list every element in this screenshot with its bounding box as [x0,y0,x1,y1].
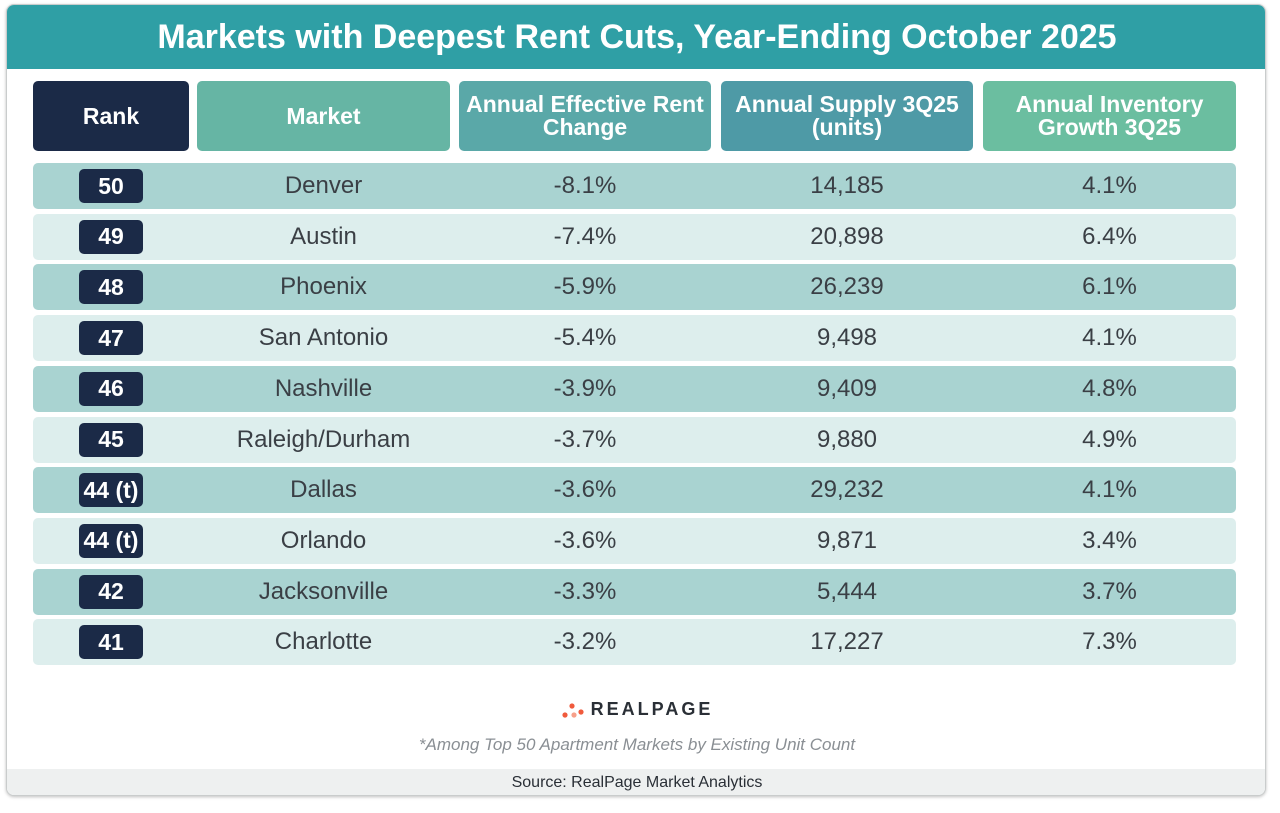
rank-badge: 44 (t) [79,473,143,508]
inventory-growth: 3.4% [1082,526,1137,554]
table-row [33,315,1236,362]
market: Nashville [274,374,373,402]
table-row [33,517,1236,564]
rank-badge: 41 [79,625,143,660]
rent-change: -3.3% [553,577,617,605]
inventory-growth: 6.1% [1082,273,1137,301]
rent-change: -3.2% [553,628,617,656]
supply: 26,239 [810,273,884,301]
market: Orlando [280,526,367,554]
inventory-growth: 4.1% [1082,476,1137,504]
footnote: *Among Top 50 Apartment Markets by Exist… [418,735,856,754]
inventory-growth: 4.1% [1082,172,1137,199]
supply: 9,498 [816,324,878,352]
rent-change-header: Annual Effective Rent Change [459,81,711,151]
growth-header: Annual Inventory Growth 3Q25 [983,81,1236,151]
supply: 9,871 [816,526,878,554]
table-row [33,619,1236,666]
supply-header: Annual Supply 3Q25 (units) [721,81,973,151]
inventory-growth: 3.7% [1082,577,1137,605]
rent-change: -3.6% [553,476,617,504]
market: Denver [284,172,363,199]
supply: 29,232 [810,476,884,504]
table-row [33,365,1236,412]
logo: REALPAGE [7,697,1265,721]
market: Charlotte [274,628,373,656]
source: Source: RealPage Market Analytics [7,769,1265,795]
card: Markets with Deepest Rent Cuts, Year-End… [6,4,1266,796]
inventory-growth: 7.3% [1082,628,1137,656]
market: Dallas [290,476,357,504]
market: San Antonio [258,324,389,352]
rent-change: -3.7% [553,425,617,453]
market: Jacksonville [258,577,389,605]
rank-badge: 47 [79,321,143,356]
rank-badge: 48 [79,270,143,305]
market: Phoenix [280,273,367,301]
rent-change: -7.4% [553,222,617,250]
rank-badge: 44 (t) [79,523,143,558]
inventory-growth: 6.4% [1082,222,1137,250]
logo-icon [562,703,584,718]
rent-change: -5.9% [553,273,617,301]
inventory-growth: 4.9% [1082,425,1137,453]
rank-badge: 50 [79,169,143,203]
supply: 14,185 [810,172,884,199]
market: Raleigh/Durham [236,425,411,453]
table-row [33,163,1236,209]
table-row [33,467,1236,514]
supply: 20,898 [810,222,884,250]
rent-change: -5.4% [553,324,617,352]
table-row [33,568,1236,615]
table-row [33,416,1236,463]
rank-badge: 45 [79,422,143,457]
inventory-growth: 4.8% [1082,374,1137,402]
inventory-growth: 4.1% [1082,324,1137,352]
rank-badge: 46 [79,371,143,406]
rank-badge: 49 [79,219,143,254]
supply: 17,227 [810,628,884,656]
rank-badge: 42 [79,574,143,609]
market-header: Market [197,81,450,151]
rent-change: -8.1% [553,172,617,199]
rank-header: Rank [33,81,189,151]
title: Markets with Deepest Rent Cuts, Year-End… [7,5,1265,69]
table-row [33,213,1236,260]
logo-text: REALPAGE [590,698,714,719]
market: Austin [290,222,357,250]
rent-change: -3.6% [553,526,617,554]
table-row [33,264,1236,311]
supply: 5,444 [816,577,878,605]
supply: 9,409 [816,374,878,402]
supply: 9,880 [816,425,878,453]
rent-change: -3.9% [553,374,617,402]
